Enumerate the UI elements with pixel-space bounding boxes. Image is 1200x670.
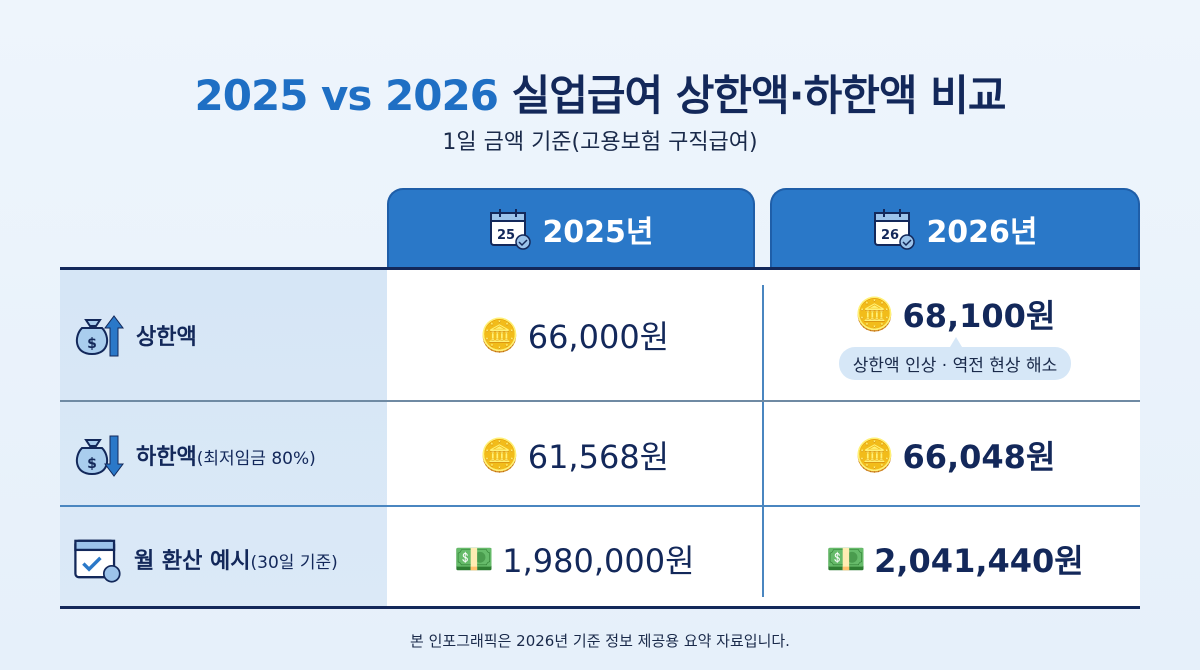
column-header-2025: 25 2025년	[387, 188, 755, 268]
comparison-table: $ 상한액 🪙 66,000원 🪙 68,100원 상한액 인상 · 역전 현상 해소 …	[60, 267, 1140, 609]
money-bag-up-icon: $	[75, 315, 124, 357]
svg-text:$: $	[87, 336, 97, 352]
footer-note: 본 인포그래픽은 2026년 기준 정보 제공용 요약 자료입니다.	[410, 632, 790, 650]
svg-text:25: 25	[497, 228, 515, 243]
cash-stack-icon: 💵	[826, 540, 867, 578]
svg-text:$: $	[87, 456, 97, 472]
money-bag-down-icon: $	[75, 435, 124, 477]
coin-stack-icon: 🪙	[479, 435, 520, 474]
svg-text:26: 26	[881, 228, 899, 243]
column-header-2026: 26 2026년	[770, 188, 1140, 268]
table-row-lower-limit: $ 하한액(최저임금 80%) 🪙 61,568원 🪙 66,048원	[60, 404, 1140, 507]
coin-stack-icon: 🪙	[854, 435, 895, 474]
calendar-check-icon: 25	[490, 209, 532, 250]
calendar-check-icon: 26	[874, 209, 916, 250]
table-row-upper-limit: $ 상한액 🪙 66,000원 🪙 68,100원 상한액 인상 · 역전 현상 해소	[60, 270, 1140, 402]
coin-stack-icon: 🪙	[479, 316, 520, 354]
page-title: 2025 vs 2026 실업급여 상한액·하한액 비교	[194, 71, 1007, 120]
cash-stack-icon: 💵	[454, 540, 495, 578]
note-bubble: 상한액 인상 · 역전 현상 해소	[838, 336, 1072, 380]
table-row-monthly: 월 환산 예시(30일 기준) 💵 1,980,000원 💵 2,041,440원	[60, 509, 1140, 609]
calendar-check-icon	[74, 539, 121, 583]
coin-stack-icon: 🪙	[854, 294, 895, 333]
subtitle: 1일 금액 기준(고용보험 구직급여)	[442, 130, 758, 155]
